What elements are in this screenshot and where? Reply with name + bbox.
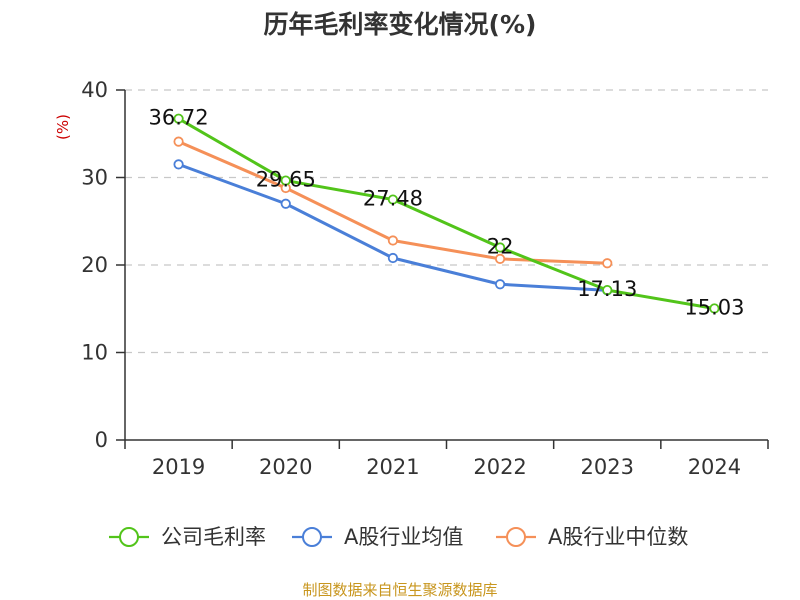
data-label: 36.72	[149, 106, 209, 130]
data-label: 29.65	[256, 168, 316, 192]
series-line	[177, 162, 609, 292]
x-tick-label: 2023	[581, 455, 634, 479]
data-point	[494, 253, 506, 264]
legend-item-2: A股行业中位数	[496, 525, 688, 549]
data-point	[387, 194, 399, 205]
x-tick-label: 2019	[152, 455, 205, 479]
data-point	[494, 242, 506, 253]
x-tick-label: 2022	[473, 455, 526, 479]
legend-label: A股行业中位数	[548, 525, 688, 549]
y-tick-label: 0	[95, 428, 108, 452]
data-point	[602, 258, 613, 269]
legend-marker-icon	[506, 527, 526, 547]
data-label: 27.48	[363, 187, 423, 211]
data-point	[709, 303, 720, 314]
y-tick-label: 40	[81, 78, 108, 102]
y-tick-label: 30	[81, 166, 108, 190]
data-label: 17.13	[577, 277, 637, 301]
data-point	[280, 198, 291, 209]
y-tick-label: 10	[81, 341, 108, 365]
data-label: 22	[487, 235, 514, 259]
data-point	[602, 285, 613, 296]
data-point	[173, 136, 184, 147]
series-1	[173, 159, 613, 296]
legend-label: 公司毛利率	[161, 525, 266, 549]
y-axis-unit-label: (%)	[54, 114, 72, 140]
data-point	[173, 113, 184, 124]
series-0	[173, 113, 720, 314]
legend-item-1: A股行业均值	[292, 525, 463, 549]
grid-lines	[125, 89, 768, 354]
data-point	[173, 159, 184, 170]
x-tick-label: 2024	[688, 455, 741, 479]
legend-marker-icon	[119, 527, 139, 547]
legend-marker-icon	[302, 527, 322, 547]
legend: 公司毛利率 A股行业均值 A股行业中位数	[109, 525, 688, 549]
data-point	[280, 175, 291, 186]
source-note: 制图数据来自恒生聚源数据库	[302, 581, 497, 599]
series-layer	[173, 113, 720, 314]
data-point	[494, 279, 506, 290]
data-labels: 36.72 29.65 27.48 22 17.13 15.03	[149, 106, 745, 320]
data-point	[387, 252, 399, 264]
legend-item-0: 公司毛利率	[109, 525, 266, 549]
y-tick-label: 20	[81, 253, 108, 277]
legend-label: A股行业均值	[344, 525, 463, 549]
data-point	[387, 235, 399, 246]
axes: 0 10 20 30 40 2019 2020 2021 2022 2023 2024	[81, 78, 769, 479]
data-label: 15.03	[684, 295, 744, 319]
x-tick-label: 2020	[259, 455, 312, 479]
series-line	[177, 117, 716, 310]
x-tick-label: 2021	[366, 455, 419, 479]
chart-title: 历年毛利率变化情况(%)	[264, 10, 537, 39]
